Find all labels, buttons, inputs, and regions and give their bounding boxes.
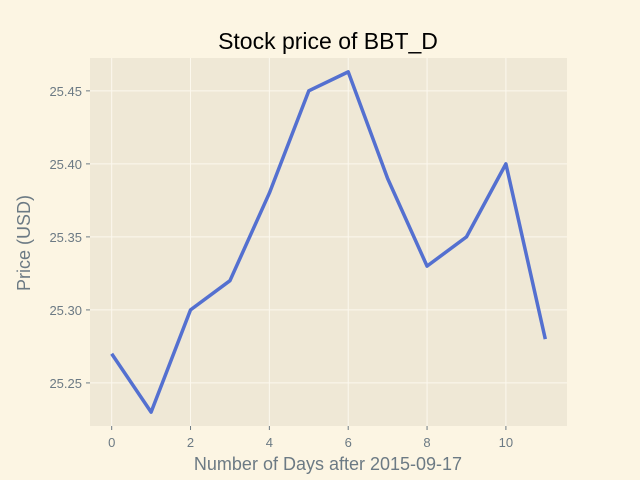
y-axis-ticks: 25.25 25.30 25.35 25.40 25.45 <box>49 84 90 391</box>
y-tick-label: 25.40 <box>49 157 82 172</box>
x-tick-label: 2 <box>187 435 194 450</box>
series-line <box>110 70 548 414</box>
y-tick-label: 25.35 <box>49 230 82 245</box>
series-group <box>110 70 548 414</box>
chart-title: Stock price of BBT_D <box>218 28 438 54</box>
x-tick-label: 6 <box>345 435 352 450</box>
x-tick-label: 0 <box>108 435 115 450</box>
x-axis-ticks: 0 2 4 6 8 10 <box>108 426 513 450</box>
y-tick-label: 25.45 <box>49 84 82 99</box>
grid-lines <box>90 58 567 426</box>
y-axis-label: Price (USD) <box>14 195 34 291</box>
x-tick-label: 10 <box>499 435 513 450</box>
x-tick-label: 4 <box>266 435 273 450</box>
x-axis-label: Number of Days after 2015-09-17 <box>194 454 462 474</box>
y-tick-label: 25.30 <box>49 303 82 318</box>
x-tick-label: 8 <box>423 435 430 450</box>
plot-area <box>90 58 567 426</box>
y-tick-label: 25.25 <box>49 376 82 391</box>
